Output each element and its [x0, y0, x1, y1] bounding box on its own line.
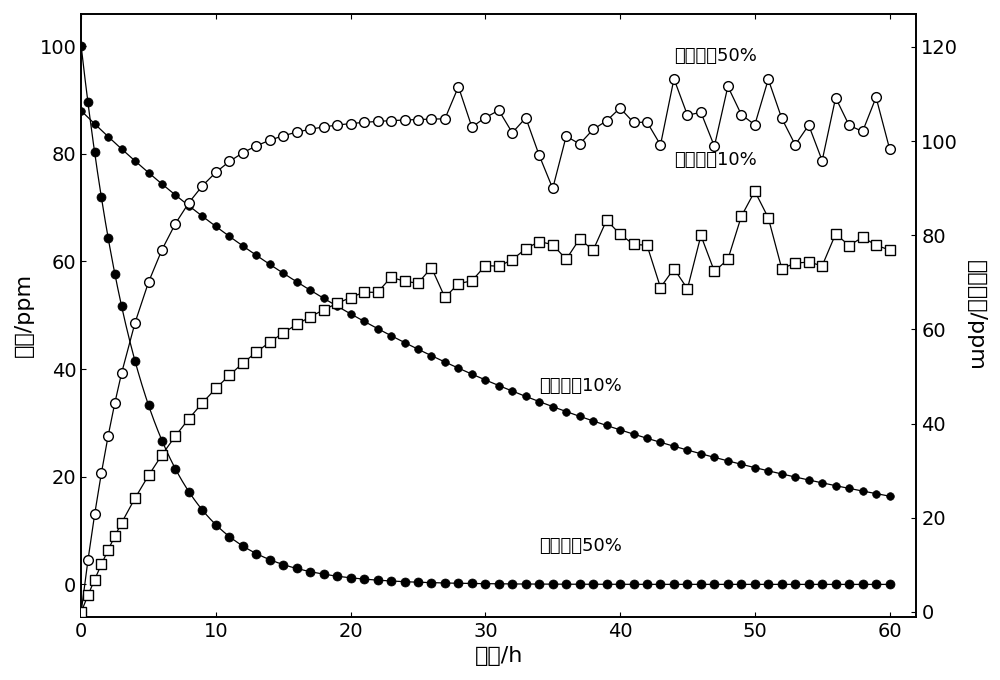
Text: 相对湿制50%: 相对湿制50%: [539, 537, 622, 555]
Y-axis label: 甲醇/ppm: 甲醇/ppm: [14, 273, 34, 358]
Text: 相对湿制10%: 相对湿制10%: [674, 151, 757, 169]
X-axis label: 时间/h: 时间/h: [475, 646, 523, 666]
Text: 相对湿制10%: 相对湿制10%: [539, 377, 622, 395]
Text: 相对湿制50%: 相对湿制50%: [674, 48, 757, 65]
Y-axis label: 二氧化碗/ppm: 二氧化碗/ppm: [966, 260, 986, 371]
